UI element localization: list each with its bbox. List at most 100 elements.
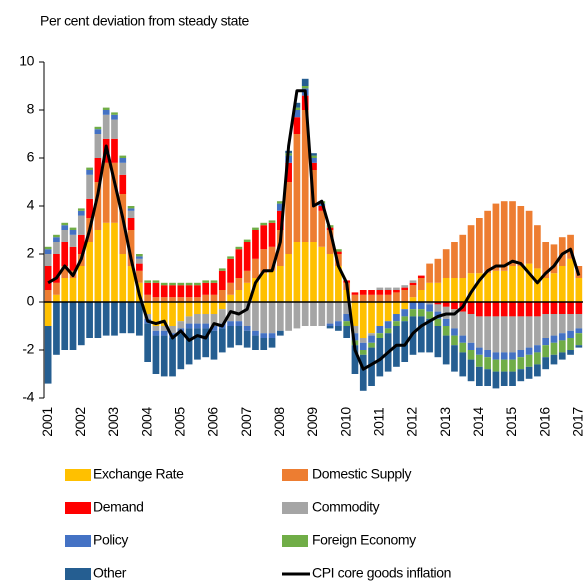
bar-segment xyxy=(318,246,326,302)
bar-segment xyxy=(359,354,367,391)
bar-segment xyxy=(44,302,52,326)
bar-segment xyxy=(417,316,425,353)
bar-segment xyxy=(467,302,475,314)
bar-segment xyxy=(542,314,550,338)
bar-segment xyxy=(44,249,52,254)
bar-segment xyxy=(152,330,160,336)
bar-segment xyxy=(451,278,458,302)
bar-segment xyxy=(61,278,69,302)
bar-segment xyxy=(434,318,442,326)
bar-segment xyxy=(550,342,558,355)
bar-segment xyxy=(293,102,301,108)
bar-segment xyxy=(202,294,210,302)
bar-segment xyxy=(86,174,93,199)
bar-segment xyxy=(102,302,110,336)
legend-label: Demand xyxy=(93,499,144,515)
bar-segment xyxy=(351,294,359,302)
bar-segment xyxy=(268,246,276,271)
bar-segment xyxy=(426,318,433,353)
bar-segment xyxy=(409,297,417,302)
bar-segment xyxy=(69,227,77,230)
legend-swatch xyxy=(282,502,308,514)
bar-segment xyxy=(218,328,226,353)
bar-segment xyxy=(459,278,467,302)
bar-segment xyxy=(119,302,127,334)
bar-segment xyxy=(152,280,160,283)
bar-segment xyxy=(177,302,185,322)
y-tick-label: -2 xyxy=(22,341,34,357)
bar-segment xyxy=(210,282,218,295)
bar-segment xyxy=(434,258,442,283)
bar-segment xyxy=(218,309,226,324)
bar-segment xyxy=(575,278,583,302)
bar-segment xyxy=(542,302,550,314)
bar-segment xyxy=(194,282,201,286)
bar-segment xyxy=(127,230,135,266)
bar-segment xyxy=(335,266,342,302)
bar-segment xyxy=(102,114,110,139)
bar-segment xyxy=(218,302,226,310)
legend-swatch xyxy=(65,469,91,481)
bar-segment xyxy=(235,278,243,290)
bar-segment xyxy=(152,302,160,326)
bar-segment xyxy=(467,359,475,382)
bar-segment xyxy=(185,285,193,298)
bar-segment xyxy=(401,290,409,302)
bar-segment xyxy=(301,242,309,302)
bar-segment xyxy=(127,266,135,302)
bar-segment xyxy=(86,167,93,170)
bar-segment xyxy=(509,371,516,386)
legend-label: Other xyxy=(93,565,127,581)
bar-segment xyxy=(401,316,409,322)
bar-segment xyxy=(119,158,127,163)
bar-segment xyxy=(500,371,508,386)
legend-swatch xyxy=(65,535,91,547)
bar-segment xyxy=(202,328,210,358)
bar-segment xyxy=(359,290,367,295)
bar-segment xyxy=(235,326,243,346)
bar-segment xyxy=(476,366,483,386)
bar-segment xyxy=(509,201,516,266)
bar-segment xyxy=(169,282,176,286)
bar-segment xyxy=(169,297,176,302)
bar-segment xyxy=(160,330,168,336)
bar-segment xyxy=(335,249,342,252)
bar-segment xyxy=(409,282,417,286)
bar-segment xyxy=(409,285,417,298)
bar-segment xyxy=(326,323,334,326)
bar-segment xyxy=(434,326,442,358)
bar-segment xyxy=(86,198,93,218)
bar-segment xyxy=(393,314,400,322)
bar-segment xyxy=(202,280,210,283)
legend-label: Foreign Economy xyxy=(312,532,416,548)
bar-segment xyxy=(492,302,500,317)
bar-segment xyxy=(276,266,284,302)
bar-segment xyxy=(525,347,533,355)
y-tick-label: 0 xyxy=(27,293,35,309)
bar-segment xyxy=(268,222,276,247)
bar-segment xyxy=(53,242,60,254)
bar-segment xyxy=(111,119,118,139)
bar-segment xyxy=(376,287,384,290)
bar-segment xyxy=(53,234,60,238)
bar-segment xyxy=(185,328,193,365)
bar-segment xyxy=(111,222,118,302)
bar-segment xyxy=(152,335,160,374)
x-tick-label: 2008 xyxy=(271,407,287,437)
bar-segment xyxy=(500,316,508,353)
bar-segment xyxy=(417,302,425,310)
bar-segment xyxy=(44,326,52,384)
bar-segment xyxy=(243,326,251,331)
bar-segment xyxy=(252,278,259,302)
bar-segment xyxy=(525,354,533,367)
bar-segment xyxy=(44,254,52,266)
bar-segment xyxy=(509,302,516,317)
bar-segment xyxy=(517,266,525,302)
bar-segment xyxy=(451,242,458,278)
bar-segment xyxy=(260,302,268,334)
bar-segment xyxy=(235,246,243,250)
bar-segment xyxy=(268,338,276,348)
bar-segment xyxy=(210,294,218,302)
bar-segment xyxy=(301,302,309,326)
bar-segment xyxy=(476,218,483,274)
